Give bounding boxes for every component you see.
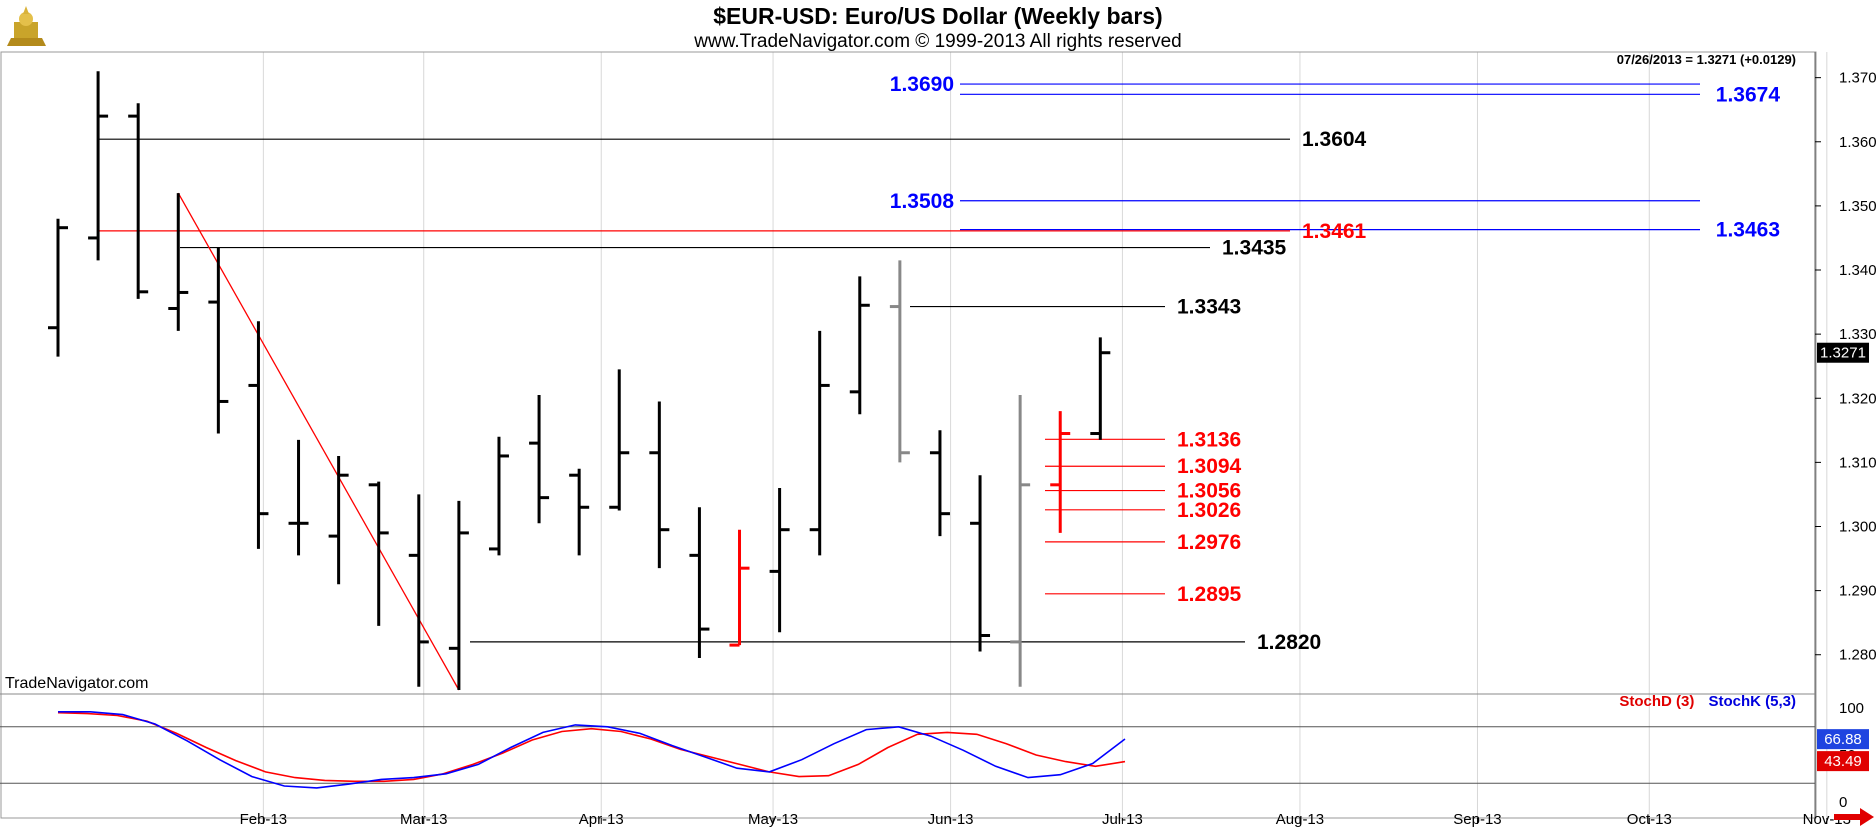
- level-label: 1.3094: [1177, 455, 1242, 478]
- x-tick-label: Aug-13: [1276, 811, 1324, 828]
- stoch-d-last-label: 43.49: [1824, 753, 1862, 770]
- ohlc-bar: [569, 468, 590, 556]
- ohlc-bar: [970, 475, 991, 652]
- stoch-k-last-box: [1817, 729, 1869, 750]
- chart-subtitle: www.TradeNavigator.com © 1999-2013 All r…: [694, 31, 1182, 52]
- y-tick-label: 1.3600: [1839, 134, 1876, 151]
- ohlc-bar: [1090, 337, 1111, 440]
- stoch-d-last-box: [1817, 751, 1869, 772]
- ohlc-bar: [248, 321, 269, 549]
- ohlc-bar: [849, 276, 870, 415]
- price-bars: [48, 71, 1111, 690]
- ohlc-bar: [649, 401, 670, 569]
- level-label: 1.3461: [1302, 220, 1367, 243]
- x-tick-label: Mar-13: [400, 811, 448, 828]
- ohlc-bar: [889, 260, 910, 463]
- ohlc-bar: [1050, 411, 1071, 533]
- level-label: 1.2895: [1177, 583, 1242, 606]
- stoch-line: [57, 711, 1126, 783]
- ohlc-bar: [729, 529, 750, 647]
- y-tick-label: 1.2800: [1839, 647, 1876, 664]
- stoch-y-label: 0: [1839, 794, 1847, 811]
- ohlc-bar: [488, 436, 509, 556]
- level-label: 1.3690: [890, 73, 954, 96]
- ohlc-bar: [609, 369, 630, 511]
- ohlc-bar: [408, 494, 429, 687]
- stoch-k-label: StochK (5,3): [1708, 693, 1796, 710]
- x-tick-label: Feb-13: [240, 811, 288, 828]
- ohlc-bar: [128, 103, 149, 299]
- plot-frame: [0, 51, 1817, 819]
- y-tick-label: 1.3400: [1839, 262, 1876, 279]
- ohlc-bar: [529, 395, 550, 524]
- y-tick-label: 1.3700: [1839, 70, 1876, 87]
- ohlc-bar: [809, 330, 830, 556]
- x-tick-label: Jun-13: [928, 811, 974, 828]
- stochastic-legend: StochD (3) StochK (5,3): [1609, 693, 1796, 710]
- ohlc-bar: [368, 481, 389, 626]
- ohlc-bar: [168, 193, 189, 331]
- axes: [0, 51, 1817, 819]
- last-reading: 07/26/2013 = 1.3271 (+0.0129): [1616, 52, 1796, 67]
- ohlc-bar: [208, 247, 229, 434]
- x-tick-label: Jul-13: [1102, 811, 1143, 828]
- ohlc-bar: [48, 218, 68, 357]
- level-label: 1.3508: [890, 190, 955, 213]
- y-tick-label: 1.3100: [1839, 454, 1876, 471]
- level-label: 1.3435: [1222, 237, 1287, 260]
- level-label: 1.2820: [1257, 631, 1321, 654]
- level-label: 1.3343: [1177, 296, 1241, 319]
- level-label: 1.2976: [1177, 531, 1241, 554]
- x-tick-label: Sep-13: [1453, 811, 1501, 828]
- ohlc-bar: [929, 430, 950, 537]
- ohlc-bar: [288, 439, 309, 556]
- x-tick-label: Apr-13: [579, 811, 624, 828]
- scroll-right-icon[interactable]: [1834, 808, 1874, 826]
- stoch-d-label: StochD (3): [1619, 693, 1695, 710]
- trade-navigator-logo: [7, 6, 46, 46]
- x-tick-label: May-13: [748, 811, 798, 828]
- level-label: 1.3136: [1177, 428, 1241, 451]
- ohlc-bar: [1010, 395, 1031, 687]
- level-label: 1.3056: [1177, 480, 1241, 503]
- stoch-k-last-label: 66.88: [1824, 731, 1862, 748]
- stoch-y-label: 100: [1839, 700, 1864, 717]
- level-label: 1.3463: [1716, 219, 1780, 242]
- level-label: 1.3604: [1302, 128, 1367, 151]
- last-price-label: 1.3271: [1820, 345, 1866, 362]
- gridlines: [262, 52, 1828, 818]
- ohlc-bar: [448, 500, 469, 690]
- ohlc-bar: [328, 455, 349, 585]
- y-tick-label: 1.3200: [1839, 390, 1876, 407]
- y-tick-label: 1.3500: [1839, 198, 1876, 215]
- level-label: 1.3674: [1716, 83, 1781, 106]
- axis-ticks: Feb-13 Mar-13 Apr-13 May-13 Jun-13 Jul-13 Aug-…: [240, 70, 1876, 828]
- chart-title: $EUR-USD: Euro/US Dollar (Weekly bars): [713, 3, 1163, 29]
- last-price-box: [1817, 342, 1869, 363]
- ohlc-bar: [689, 507, 710, 658]
- stoch-line: [58, 710, 1126, 789]
- y-tick-label: 1.2900: [1839, 583, 1876, 600]
- y-tick-label: 1.3300: [1839, 326, 1876, 343]
- watermark-text: TradeNavigator.com: [5, 675, 149, 692]
- ohlc-bar: [769, 488, 790, 633]
- level-label: 1.3026: [1177, 499, 1241, 522]
- ohlc-bar: [88, 71, 109, 261]
- y-tick-label: 1.3000: [1839, 518, 1876, 535]
- trend-line: [177, 192, 460, 691]
- price-levels: 1.3690 1.3674 1.3604 1.3508 1.3463 1.3461 1.34…: [98, 73, 1781, 691]
- x-tick-label: Oct-13: [1627, 811, 1672, 828]
